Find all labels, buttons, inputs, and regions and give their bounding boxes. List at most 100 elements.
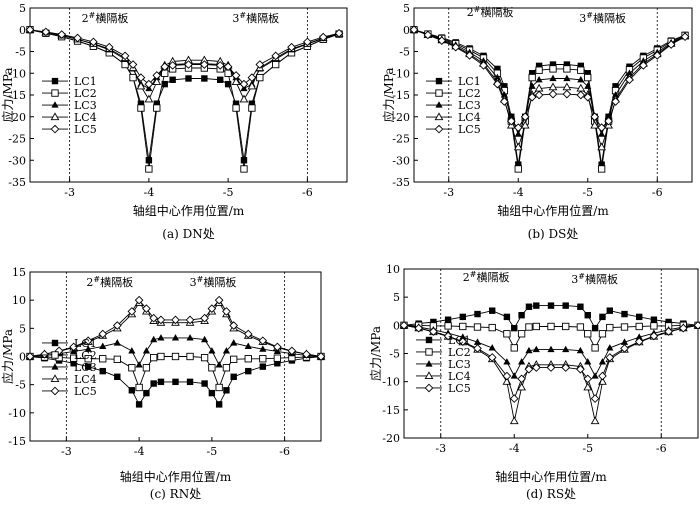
data-point: [240, 165, 248, 173]
data-point: [636, 313, 643, 321]
y-tick-label: -30: [392, 154, 410, 167]
data-point: [145, 157, 153, 164]
data-point: [493, 73, 501, 81]
legend-marker: [50, 112, 60, 121]
data-point: [576, 323, 585, 331]
data-point: [184, 60, 193, 69]
data-point: [318, 32, 328, 42]
legend-marker: [435, 89, 443, 97]
y-tick-label: -10: [382, 376, 400, 389]
data-point: [223, 62, 233, 72]
x-tick-label: -4: [144, 186, 155, 199]
data-point: [534, 90, 544, 100]
chart-panel-1: 5 0 -5 -10 -15 -20 -25 -30 -35 -3 -4 -5 -6 2#横隔板 3#横隔板…: [0, 2, 348, 241]
data-point: [444, 322, 452, 330]
series-LC4: [25, 298, 326, 360]
data-point: [444, 316, 452, 323]
data-point: [549, 65, 557, 73]
data-point: [222, 347, 231, 354]
data-point: [509, 416, 519, 425]
data-point: [528, 82, 536, 89]
data-point: [517, 330, 526, 338]
data-point: [561, 363, 571, 372]
data-point: [584, 330, 592, 338]
data-point: [144, 94, 154, 103]
legend-marker: [51, 101, 59, 108]
data-point: [549, 61, 557, 68]
x-tick-label: -3: [435, 442, 446, 455]
data-point: [549, 74, 557, 82]
data-point: [598, 358, 607, 365]
legend-marker: [51, 339, 59, 347]
data-point: [136, 73, 146, 82]
data-point: [473, 323, 482, 331]
data-point: [409, 25, 419, 35]
data-point: [152, 77, 162, 86]
y-tick-label: 5: [19, 2, 26, 15]
x-axis-label: 轴组中心作用位置/m: [495, 469, 607, 484]
y-tick-label: 0: [403, 24, 410, 37]
y-tick-label: -5: [15, 46, 26, 59]
series-LC5: [409, 25, 690, 132]
data-point: [620, 338, 629, 345]
data-point: [157, 378, 165, 386]
data-point: [583, 374, 593, 384]
data-point: [625, 75, 634, 85]
data-point: [598, 130, 606, 137]
y-tick-label: -5: [399, 46, 410, 59]
data-point: [57, 30, 67, 39]
series-line: [413, 29, 686, 169]
y-axis-label: 应力/MPa: [0, 67, 15, 122]
data-point: [89, 37, 98, 47]
data-point: [503, 358, 511, 365]
data-point: [113, 355, 121, 363]
data-point: [606, 344, 614, 351]
data-point: [200, 313, 209, 323]
data-point: [598, 165, 606, 173]
data-point: [302, 349, 311, 359]
series-LC2: [400, 321, 700, 352]
legend-label: LC4: [74, 111, 97, 124]
data-point: [524, 364, 534, 374]
data-point: [598, 161, 605, 168]
data-point: [70, 360, 77, 367]
data-point: [200, 60, 209, 69]
data-point: [137, 100, 145, 107]
legend-label: LC5: [74, 385, 97, 398]
data-point: [639, 61, 648, 70]
data-point: [500, 97, 509, 106]
y-tick-label: 15: [12, 266, 26, 279]
data-point: [465, 51, 474, 60]
data-point: [590, 416, 600, 425]
data-point: [605, 353, 615, 362]
x-tick-label: -3: [443, 186, 454, 199]
data-point: [215, 401, 223, 408]
x-axis-label: 轴组中心作用位置/m: [133, 203, 245, 218]
data-point: [137, 104, 145, 112]
data-point: [150, 380, 157, 387]
data-point: [248, 104, 256, 112]
data-point: [239, 79, 249, 89]
data-point: [584, 358, 592, 365]
y-tick-label: 0: [393, 319, 400, 332]
legend-marker: [425, 348, 433, 356]
data-point: [171, 315, 180, 325]
data-point: [527, 92, 537, 102]
data-point: [135, 383, 143, 392]
data-point: [546, 363, 556, 372]
legend-label: LC1: [74, 75, 97, 88]
data-point: [222, 364, 231, 372]
data-point: [208, 364, 216, 372]
data-point: [169, 76, 176, 83]
data-point: [583, 382, 593, 391]
data-point: [459, 313, 466, 321]
data-point: [562, 82, 572, 91]
y-tick-label: 0: [19, 24, 26, 37]
data-point: [259, 355, 267, 363]
data-point: [501, 83, 508, 90]
y-tick-label: 5: [393, 291, 400, 304]
data-point: [150, 353, 158, 362]
data-point: [201, 335, 209, 343]
data-point: [272, 60, 280, 69]
